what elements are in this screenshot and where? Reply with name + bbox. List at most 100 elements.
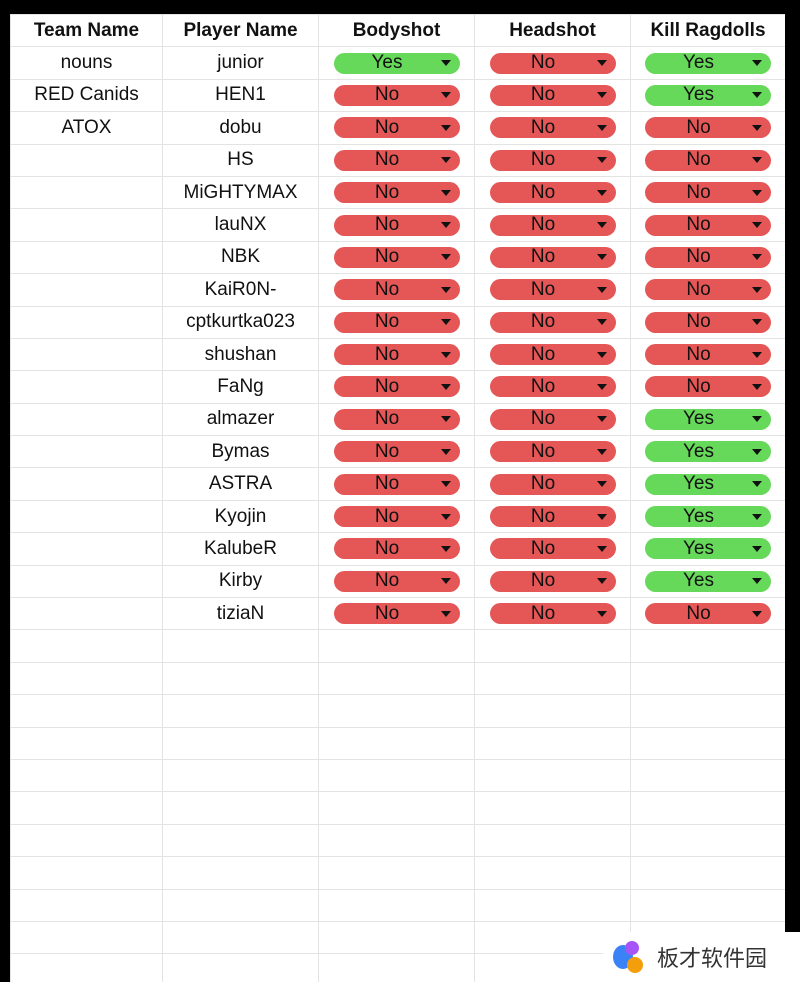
empty-cell[interactable] — [630, 758, 785, 793]
kill-ragdolls-dropdown[interactable]: No — [645, 182, 771, 204]
bodyshot-dropdown[interactable]: No — [333, 246, 460, 268]
empty-cell[interactable] — [474, 856, 631, 890]
empty-cell[interactable] — [630, 661, 785, 696]
player-name-cell[interactable]: Bymas — [162, 435, 319, 469]
team-name-cell[interactable] — [10, 240, 163, 275]
team-name-cell[interactable] — [10, 564, 163, 599]
kill-ragdolls-dropdown[interactable]: Yes — [645, 570, 771, 592]
kill-ragdolls-dropdown[interactable]: No — [645, 149, 771, 171]
bodyshot-dropdown[interactable]: No — [333, 570, 460, 592]
bodyshot-dropdown[interactable]: No — [333, 344, 460, 366]
bodyshot-dropdown[interactable]: No — [333, 311, 460, 333]
bodyshot-dropdown[interactable]: Yes — [333, 52, 460, 74]
empty-cell[interactable] — [10, 726, 163, 760]
player-name-cell[interactable]: shushan — [162, 337, 319, 372]
player-name-cell[interactable]: Kirby — [162, 564, 319, 599]
empty-cell[interactable] — [162, 629, 319, 663]
headshot-dropdown[interactable]: No — [489, 570, 616, 592]
empty-cell[interactable] — [318, 953, 475, 982]
kill-ragdolls-dropdown[interactable]: No — [645, 603, 771, 625]
bodyshot-dropdown[interactable]: No — [333, 117, 460, 139]
empty-cell[interactable] — [474, 726, 631, 760]
empty-cell[interactable] — [162, 920, 319, 955]
player-name-cell[interactable]: lauNX — [162, 208, 319, 242]
headshot-dropdown[interactable]: No — [489, 311, 616, 333]
empty-cell[interactable] — [162, 791, 319, 825]
empty-cell[interactable] — [630, 823, 785, 858]
headshot-dropdown[interactable]: No — [489, 84, 616, 106]
headshot-dropdown[interactable]: No — [489, 214, 616, 236]
kill-ragdolls-dropdown[interactable]: Yes — [645, 506, 771, 528]
player-name-cell[interactable]: dobu — [162, 111, 319, 145]
header-kill-ragdolls[interactable]: Kill Ragdolls — [630, 14, 785, 48]
headshot-dropdown[interactable]: No — [489, 538, 616, 560]
bodyshot-dropdown[interactable]: No — [333, 279, 460, 301]
headshot-dropdown[interactable]: No — [489, 408, 616, 430]
empty-cell[interactable] — [10, 823, 163, 858]
bodyshot-dropdown[interactable]: No — [333, 182, 460, 204]
header-headshot[interactable]: Headshot — [474, 14, 631, 48]
kill-ragdolls-dropdown[interactable]: No — [645, 376, 771, 398]
empty-cell[interactable] — [630, 629, 785, 663]
headshot-dropdown[interactable]: No — [489, 441, 616, 463]
bodyshot-dropdown[interactable]: No — [333, 538, 460, 560]
player-name-cell[interactable]: KalubeR — [162, 532, 319, 566]
player-name-cell[interactable]: NBK — [162, 240, 319, 275]
empty-cell[interactable] — [10, 888, 163, 922]
kill-ragdolls-dropdown[interactable]: Yes — [645, 408, 771, 430]
player-name-cell[interactable]: HEN1 — [162, 78, 319, 113]
player-name-cell[interactable]: HS — [162, 143, 319, 177]
kill-ragdolls-dropdown[interactable]: Yes — [645, 52, 771, 74]
empty-cell[interactable] — [10, 791, 163, 825]
bodyshot-dropdown[interactable]: No — [333, 603, 460, 625]
empty-cell[interactable] — [10, 856, 163, 890]
empty-cell[interactable] — [318, 758, 475, 793]
empty-cell[interactable] — [474, 694, 631, 728]
empty-cell[interactable] — [10, 629, 163, 663]
player-name-cell[interactable]: FaNg — [162, 370, 319, 404]
empty-cell[interactable] — [474, 791, 631, 825]
empty-cell[interactable] — [474, 823, 631, 858]
team-name-cell[interactable] — [10, 273, 163, 307]
empty-cell[interactable] — [474, 758, 631, 793]
empty-cell[interactable] — [630, 791, 785, 825]
kill-ragdolls-dropdown[interactable]: No — [645, 117, 771, 139]
kill-ragdolls-dropdown[interactable]: No — [645, 279, 771, 301]
empty-cell[interactable] — [630, 888, 785, 922]
kill-ragdolls-dropdown[interactable]: Yes — [645, 441, 771, 463]
empty-cell[interactable] — [10, 758, 163, 793]
headshot-dropdown[interactable]: No — [489, 376, 616, 398]
empty-cell[interactable] — [630, 694, 785, 728]
empty-cell[interactable] — [318, 661, 475, 696]
kill-ragdolls-dropdown[interactable]: No — [645, 246, 771, 268]
team-name-cell[interactable]: RED Canids — [10, 78, 163, 113]
empty-cell[interactable] — [162, 823, 319, 858]
empty-cell[interactable] — [318, 629, 475, 663]
bodyshot-dropdown[interactable]: No — [333, 84, 460, 106]
empty-cell[interactable] — [318, 888, 475, 922]
team-name-cell[interactable] — [10, 467, 163, 501]
bodyshot-dropdown[interactable]: No — [333, 473, 460, 495]
empty-cell[interactable] — [630, 856, 785, 890]
header-player-name[interactable]: Player Name — [162, 14, 319, 48]
kill-ragdolls-dropdown[interactable]: No — [645, 214, 771, 236]
player-name-cell[interactable]: MiGHTYMAX — [162, 175, 319, 210]
bodyshot-dropdown[interactable]: No — [333, 441, 460, 463]
team-name-cell[interactable]: nouns — [10, 46, 163, 80]
team-name-cell[interactable] — [10, 402, 163, 437]
empty-cell[interactable] — [474, 629, 631, 663]
headshot-dropdown[interactable]: No — [489, 603, 616, 625]
header-team-name[interactable]: Team Name — [10, 14, 163, 48]
player-name-cell[interactable]: KaiR0N- — [162, 273, 319, 307]
empty-cell[interactable] — [162, 856, 319, 890]
headshot-dropdown[interactable]: No — [489, 246, 616, 268]
empty-cell[interactable] — [162, 694, 319, 728]
kill-ragdolls-dropdown[interactable]: Yes — [645, 84, 771, 106]
player-name-cell[interactable]: ASTRA — [162, 467, 319, 501]
empty-cell[interactable] — [162, 953, 319, 982]
empty-cell[interactable] — [318, 726, 475, 760]
empty-cell[interactable] — [318, 694, 475, 728]
empty-cell[interactable] — [10, 694, 163, 728]
player-name-cell[interactable]: almazer — [162, 402, 319, 437]
headshot-dropdown[interactable]: No — [489, 473, 616, 495]
